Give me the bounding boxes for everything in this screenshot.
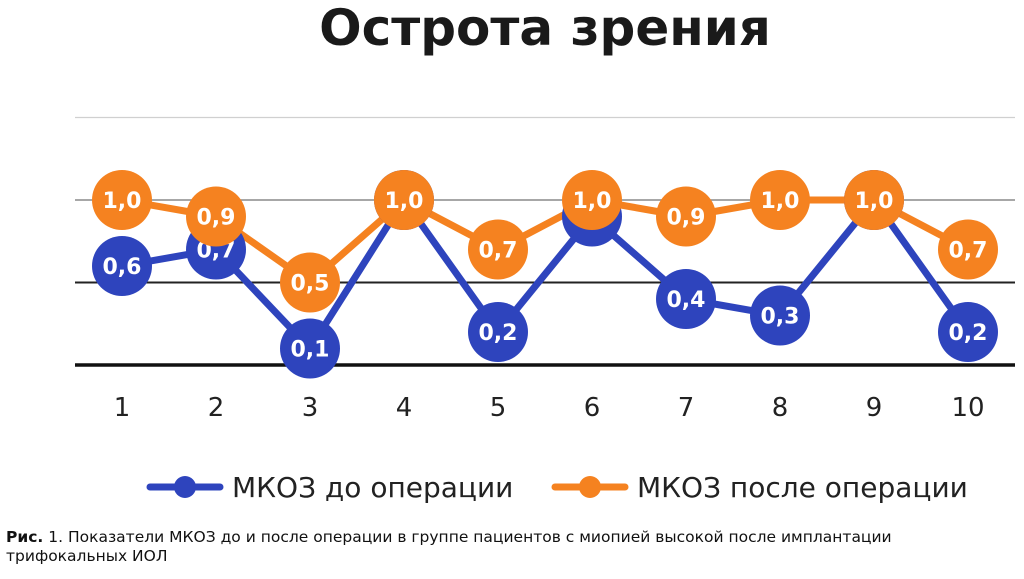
x-tick-label: 5 <box>490 393 507 423</box>
x-tick-label: 10 <box>951 393 984 423</box>
x-tick-label: 6 <box>584 393 601 423</box>
x-tick-label: 4 <box>396 393 413 423</box>
data-point-series-0 <box>750 285 810 346</box>
caption-text: 1. Показатели МКОЗ до и после операции в… <box>6 528 892 565</box>
data-point-series-0 <box>656 269 716 329</box>
series-layer: 0,6 0,7 0,1 1,0 0,2 0,9 0,4 0,3 1,0 0,2 1,0 0,9 0,5 1… <box>92 170 998 379</box>
data-label-series-0: 0,2 <box>949 321 988 346</box>
legend-label-1: МКОЗ после операции <box>637 471 968 504</box>
data-label-series-1: 1,0 <box>855 189 894 214</box>
x-tick-label: 9 <box>866 393 883 423</box>
figure-caption: Рис. 1. Показатели МКОЗ до и после опера… <box>6 528 1006 566</box>
data-point-series-0 <box>938 302 998 362</box>
data-point-series-1 <box>750 170 810 230</box>
data-label-series-1: 0,7 <box>479 239 518 264</box>
data-point-series-0 <box>468 302 528 362</box>
x-tick-label: 8 <box>772 393 789 423</box>
data-label-series-0: 0,2 <box>479 321 518 346</box>
legend-swatch-marker-0 <box>174 476 196 498</box>
data-label-series-1: 0,5 <box>291 272 330 297</box>
data-label-series-0: 0,4 <box>667 288 706 313</box>
data-point-series-1 <box>92 170 152 230</box>
series-line-1 <box>121 196 970 286</box>
legend-swatch-marker-1 <box>579 476 601 498</box>
data-point-series-1 <box>468 219 528 280</box>
x-tick-label: 3 <box>302 393 319 423</box>
data-label-series-0: 0,6 <box>103 255 142 280</box>
data-label-series-1: 1,0 <box>573 189 612 214</box>
data-point-series-1 <box>186 186 246 247</box>
x-tick-label: 7 <box>678 393 695 423</box>
caption-prefix: Рис. <box>6 528 44 546</box>
x-axis-ticks: 1 2 3 4 5 6 7 8 9 10 <box>114 393 985 423</box>
chart-title: Острота зрения <box>319 0 771 57</box>
data-point-series-1 <box>938 219 998 280</box>
data-point-series-1 <box>562 170 622 230</box>
series-line-0 <box>121 196 971 352</box>
data-label-series-1: 0,9 <box>197 206 236 231</box>
data-label-series-1: 1,0 <box>103 189 142 214</box>
data-point-series-1 <box>656 186 716 247</box>
legend-label-0: МКОЗ до операции <box>232 471 513 504</box>
data-label-series-1: 0,9 <box>667 206 706 231</box>
x-tick-label: 1 <box>114 393 131 423</box>
data-point-series-0 <box>280 318 340 379</box>
data-point-series-1 <box>280 252 340 313</box>
data-label-series-0: 0,1 <box>291 338 330 363</box>
x-tick-label: 2 <box>208 393 225 423</box>
data-label-series-0: 0,3 <box>761 305 800 330</box>
data-label-series-1: 0,7 <box>949 239 988 264</box>
data-point-series-1 <box>374 170 434 230</box>
legend: МКОЗ до операции МКОЗ после операции <box>146 471 968 504</box>
data-label-series-1: 1,0 <box>761 189 800 214</box>
data-point-series-0 <box>92 236 152 296</box>
data-point-series-1 <box>844 170 904 230</box>
data-label-series-1: 1,0 <box>385 189 424 214</box>
